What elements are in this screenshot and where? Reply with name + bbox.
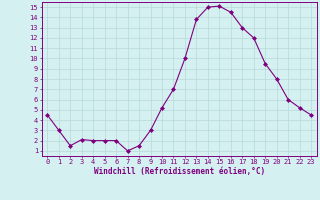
X-axis label: Windchill (Refroidissement éolien,°C): Windchill (Refroidissement éolien,°C) [94,167,265,176]
